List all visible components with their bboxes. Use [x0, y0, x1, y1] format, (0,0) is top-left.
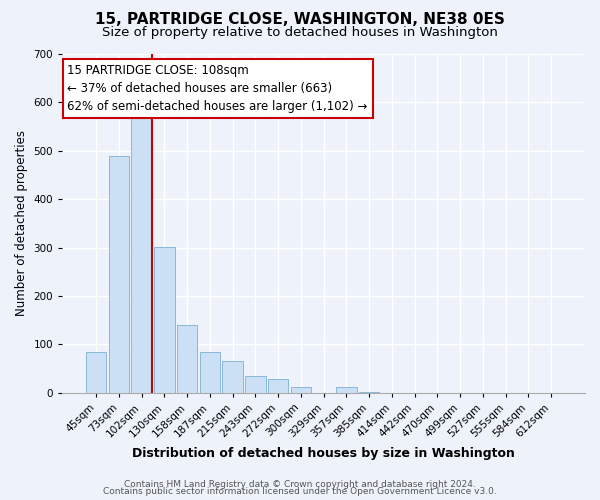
Y-axis label: Number of detached properties: Number of detached properties: [15, 130, 28, 316]
Bar: [177, 325, 197, 393]
Bar: [86, 352, 106, 393]
Text: Contains HM Land Registry data © Crown copyright and database right 2024.: Contains HM Land Registry data © Crown c…: [124, 480, 476, 489]
Text: 15 PARTRIDGE CLOSE: 108sqm
← 37% of detached houses are smaller (663)
62% of sem: 15 PARTRIDGE CLOSE: 108sqm ← 37% of deta…: [67, 64, 368, 113]
X-axis label: Distribution of detached houses by size in Washington: Distribution of detached houses by size …: [132, 447, 515, 460]
Bar: [268, 378, 289, 393]
Bar: [245, 376, 266, 393]
Bar: [200, 352, 220, 393]
Text: 15, PARTRIDGE CLOSE, WASHINGTON, NE38 0ES: 15, PARTRIDGE CLOSE, WASHINGTON, NE38 0E…: [95, 12, 505, 28]
Bar: [290, 387, 311, 393]
Bar: [154, 247, 175, 393]
Text: Contains public sector information licensed under the Open Government Licence v3: Contains public sector information licen…: [103, 487, 497, 496]
Bar: [223, 362, 243, 393]
Bar: [336, 388, 356, 393]
Bar: [359, 392, 379, 393]
Bar: [131, 118, 152, 393]
Text: Size of property relative to detached houses in Washington: Size of property relative to detached ho…: [102, 26, 498, 39]
Bar: [109, 156, 129, 393]
